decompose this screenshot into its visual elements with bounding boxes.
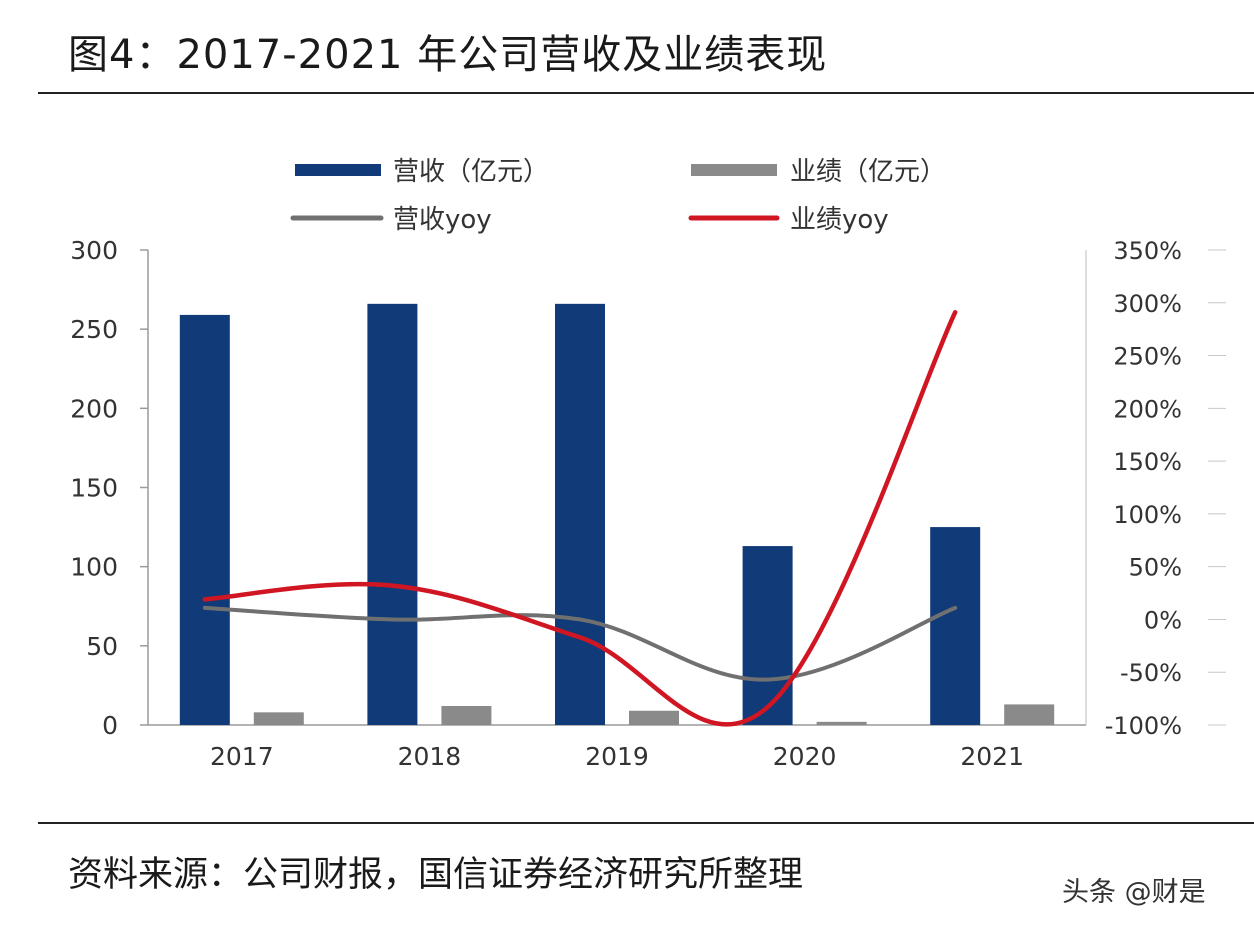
- right-tick-label: 150%: [1113, 448, 1182, 476]
- axes-layer: 0 50 100 150 200 250 300 -100% -50% 0% 50% 100% 150%…: [70, 236, 1226, 771]
- left-tick-label: 250: [70, 315, 118, 344]
- x-tick-label: 2020: [773, 742, 837, 771]
- bar-profit-2020: [816, 721, 867, 725]
- x-tick-label: 2018: [398, 742, 462, 771]
- right-tick-label: 0%: [1144, 606, 1182, 634]
- left-tick-label: 0: [102, 711, 118, 740]
- bars-layer: [179, 303, 1055, 725]
- bar-revenue-2018: [367, 303, 418, 725]
- chart-title: 图4：2017-2021 年公司营收及业绩表现: [68, 32, 828, 78]
- right-tick-label: 200%: [1113, 395, 1182, 423]
- bar-revenue-2021: [930, 527, 981, 725]
- legend-swatch-profit: [691, 164, 777, 176]
- left-tick-label: 100: [70, 553, 118, 582]
- bar-profit-2019: [629, 710, 679, 725]
- legend-swatch-revenue: [295, 164, 381, 176]
- line-revenue-yoy: [202, 605, 958, 682]
- legend-label-revenue: 营收（亿元）: [393, 157, 549, 187]
- lines-layer: [202, 310, 958, 727]
- left-tick-label: 300: [70, 236, 118, 265]
- legend: 营收（亿元） 业绩（亿元） 营收yoy 业绩yoy: [290, 157, 946, 235]
- right-tick-label: -100%: [1105, 712, 1182, 740]
- right-tick-label: 300%: [1113, 290, 1182, 318]
- watermark: 头条 @财是: [1062, 877, 1206, 908]
- bar-profit-2017: [253, 712, 304, 725]
- left-tick-label: 50: [86, 632, 118, 661]
- right-tick-label: 50%: [1129, 554, 1182, 582]
- bar-revenue-2020: [742, 546, 793, 725]
- right-tick-label: 100%: [1113, 501, 1182, 529]
- right-tick-label: -50%: [1120, 659, 1182, 687]
- bottom-divider: [38, 822, 1254, 824]
- right-tick-label: 350%: [1113, 237, 1182, 265]
- x-tick-label: 2019: [585, 742, 649, 771]
- x-tick-label: 2017: [210, 742, 274, 771]
- left-tick-label: 150: [70, 474, 118, 503]
- legend-label-profit: 业绩（亿元）: [790, 157, 946, 187]
- line-profit-yoy: [202, 310, 958, 727]
- source-note: 资料来源：公司财报，国信证券经济研究所整理: [68, 855, 804, 895]
- top-divider: [38, 92, 1254, 94]
- right-tick-label: 250%: [1113, 343, 1182, 371]
- left-tick-label: 200: [70, 394, 118, 423]
- legend-label-revenue-yoy: 营收yoy: [393, 205, 492, 235]
- bar-profit-2018: [441, 706, 492, 725]
- bar-revenue-2017: [179, 314, 230, 725]
- bar-profit-2021: [1004, 704, 1055, 725]
- bar-revenue-2019: [555, 303, 605, 725]
- x-tick-label: 2021: [960, 742, 1024, 771]
- legend-label-profit-yoy: 业绩yoy: [790, 205, 889, 235]
